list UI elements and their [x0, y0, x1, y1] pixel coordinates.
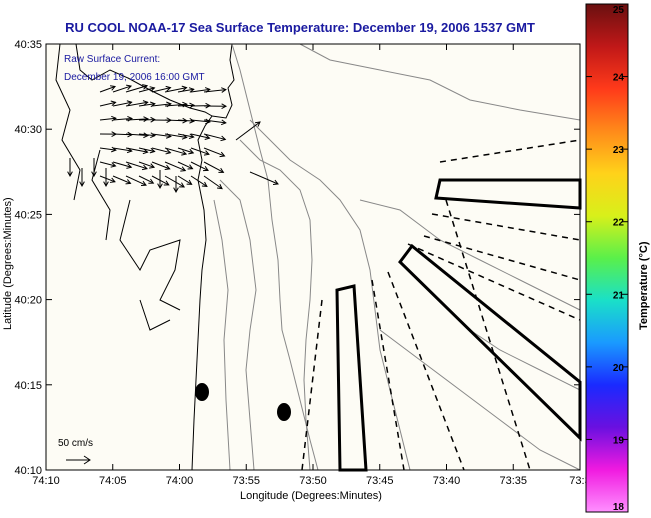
y-tick-label: 40:35: [14, 39, 42, 51]
y-tick-label: 40:25: [14, 209, 42, 221]
current-vectors: [67, 84, 279, 194]
current-vector: [164, 85, 188, 93]
current-vector: [112, 100, 133, 107]
y-tick-label: 40:30: [14, 124, 42, 136]
current-vector: [164, 147, 188, 156]
colorbar-label: Temperature (°C): [638, 241, 650, 330]
colorbar-tick-label: 21: [613, 290, 625, 301]
colorbar-tick-label: 24: [613, 73, 625, 84]
current-vector: [203, 175, 223, 190]
x-tick-label: 73:35: [499, 475, 527, 487]
current-vector: [125, 100, 149, 107]
y-tick-label: 40:15: [14, 380, 42, 392]
current-vector: [99, 100, 117, 107]
current-vector: [138, 161, 156, 169]
x-tick-label: 74:05: [99, 475, 127, 487]
current-vector: [203, 147, 226, 158]
x-tick-label: 74:00: [166, 475, 194, 487]
bathymetry-contours: [213, 43, 581, 471]
colorbar-tick-label: 23: [613, 145, 625, 156]
colorbar-tick-label: 20: [613, 363, 625, 374]
current-vector: [125, 161, 148, 171]
map-title: RU COOL NOAA-17 Sea Surface Temperature:…: [65, 20, 535, 35]
current-vector: [177, 87, 195, 93]
colorbar-tick-label: 25: [613, 5, 625, 16]
current-vector: [203, 133, 227, 142]
current-vector: [249, 171, 279, 185]
colorbar-ticks: 25 24 23 22 21 20 19 18: [586, 3, 628, 513]
current-vector: [177, 147, 195, 155]
colorbar-tick-label: 19: [613, 435, 625, 446]
current-vector: [67, 158, 73, 178]
current-vector: [190, 175, 208, 187]
current-vector: [151, 161, 171, 171]
legend-line1: Raw Surface Current:: [64, 54, 160, 65]
current-vector: [125, 132, 149, 139]
current-vector: [99, 161, 117, 168]
scale-label: 50 cm/s: [58, 438, 93, 449]
colorbar-tick-label: 18: [613, 502, 625, 513]
current-vector: [125, 147, 149, 155]
x-tick-label: 74:10: [32, 475, 60, 487]
current-vector: [235, 121, 261, 141]
current-vector: [138, 86, 156, 93]
radar-lines: [301, 139, 581, 471]
station-marker: [277, 403, 291, 421]
current-vector: [91, 158, 97, 178]
sandy-hook: [211, 43, 235, 119]
current-vector: [177, 102, 196, 109]
x-tick-label: 73:55: [232, 475, 260, 487]
y-tick-label: 40:10: [14, 465, 42, 477]
x-tick-label: 73:3: [569, 475, 590, 487]
current-vector: [99, 85, 117, 93]
y-axis-label: Latitude (Degrees:Minutes): [2, 197, 14, 330]
station-marker: [195, 383, 209, 401]
current-vector: [177, 133, 195, 140]
legend-line2: December 19, 2006 16:00 GMT: [64, 72, 205, 83]
current-vector: [125, 84, 149, 93]
colorbar-tick-label: 22: [613, 218, 625, 229]
shoreline-detail: [55, 43, 181, 331]
current-vector: [103, 168, 109, 188]
current-vector: [190, 147, 210, 156]
current-vector: [177, 161, 194, 170]
current-vector: [190, 161, 209, 172]
current-vector: [125, 175, 147, 187]
current-vector: [79, 168, 85, 188]
current-vector: [177, 175, 193, 185]
current-vector: [203, 119, 227, 126]
current-vector: [99, 175, 116, 183]
x-tick-label: 73:40: [433, 475, 461, 487]
current-vector: [151, 85, 172, 93]
current-vector: [112, 175, 132, 185]
y-axis: 40:35 40:30 40:25 40:20 40:15 40:10: [14, 39, 580, 477]
x-tick-label: 73:45: [366, 475, 394, 487]
current-vector: [112, 84, 133, 93]
current-vector: [164, 175, 185, 188]
current-vector: [157, 170, 163, 190]
current-vector: [203, 161, 225, 173]
coastline: [45, 43, 213, 471]
x-axis-label: Longitude (Degrees:Minutes): [240, 490, 382, 502]
current-vector: [177, 117, 196, 124]
current-vector: [203, 87, 227, 93]
current-vector: [138, 147, 156, 154]
current-vector: [173, 176, 179, 194]
scale-arrowhead: [83, 455, 91, 465]
current-vector: [138, 175, 155, 184]
current-vector: [151, 147, 172, 155]
current-vector: [190, 133, 211, 141]
colorbar: [585, 3, 629, 513]
x-tick-label: 73:50: [299, 475, 327, 487]
y-tick-label: 40:20: [14, 295, 42, 307]
current-vector: [203, 103, 228, 110]
current-vector: [164, 161, 187, 172]
current-vector: [112, 161, 133, 169]
current-vector: [125, 116, 150, 122]
x-axis: 74:10 74:05 74:00 73:55 73:50 73:45 73:40 73:35…: [32, 44, 591, 487]
